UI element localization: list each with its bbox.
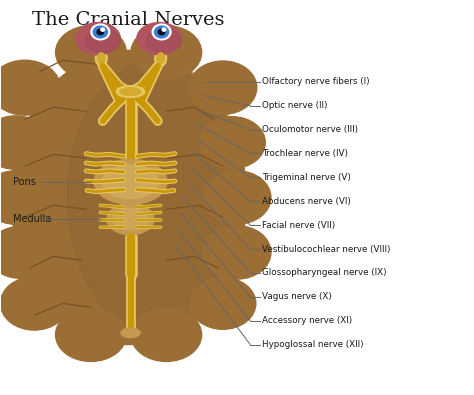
- Ellipse shape: [98, 53, 105, 64]
- Ellipse shape: [0, 171, 49, 224]
- Circle shape: [97, 29, 104, 35]
- Ellipse shape: [203, 171, 271, 224]
- Text: Facial nerve (VII): Facial nerve (VII): [262, 221, 335, 229]
- Ellipse shape: [55, 26, 126, 79]
- Text: Oculomotor nerve (III): Oculomotor nerve (III): [262, 125, 358, 134]
- Text: Hypoglossal nerve (XII): Hypoglossal nerve (XII): [262, 340, 364, 349]
- Ellipse shape: [137, 23, 182, 55]
- Ellipse shape: [203, 226, 271, 279]
- Text: Optic nerve (II): Optic nerve (II): [262, 101, 328, 110]
- Circle shape: [155, 26, 169, 38]
- Text: Abducens nerve (VI): Abducens nerve (VI): [262, 197, 351, 206]
- Ellipse shape: [120, 88, 141, 96]
- Ellipse shape: [117, 86, 145, 98]
- Ellipse shape: [67, 60, 246, 335]
- Ellipse shape: [199, 117, 265, 169]
- Circle shape: [162, 28, 166, 31]
- Ellipse shape: [155, 51, 166, 66]
- Circle shape: [152, 24, 171, 40]
- Text: Trochlear nerve (IV): Trochlear nerve (IV): [262, 149, 348, 158]
- Ellipse shape: [85, 29, 120, 53]
- Ellipse shape: [131, 308, 201, 361]
- Ellipse shape: [55, 308, 126, 361]
- Ellipse shape: [0, 116, 49, 169]
- Ellipse shape: [157, 53, 164, 64]
- Ellipse shape: [0, 277, 68, 330]
- Ellipse shape: [189, 61, 257, 114]
- Ellipse shape: [76, 23, 120, 55]
- Text: Accessory nerve (XI): Accessory nerve (XI): [262, 316, 352, 325]
- Circle shape: [101, 28, 105, 31]
- Ellipse shape: [146, 29, 182, 53]
- Ellipse shape: [121, 328, 140, 338]
- Circle shape: [93, 26, 108, 38]
- Ellipse shape: [95, 51, 107, 66]
- Text: The Cranial Nerves: The Cranial Nerves: [32, 11, 225, 29]
- Ellipse shape: [0, 60, 60, 115]
- Ellipse shape: [107, 203, 154, 235]
- Circle shape: [91, 24, 110, 40]
- Ellipse shape: [190, 278, 256, 329]
- Circle shape: [158, 29, 165, 35]
- Text: Medulla: Medulla: [13, 214, 52, 224]
- Ellipse shape: [94, 159, 167, 204]
- Ellipse shape: [113, 208, 148, 230]
- Ellipse shape: [131, 26, 201, 79]
- Text: Vestibulocochlear nerve (VIII): Vestibulocochlear nerve (VIII): [262, 245, 391, 254]
- Ellipse shape: [0, 226, 53, 278]
- Text: Glossopharyngeal nerve (IX): Glossopharyngeal nerve (IX): [262, 269, 387, 277]
- Text: Olfactory nerve fibers (I): Olfactory nerve fibers (I): [262, 77, 370, 86]
- Text: Vagus nerve (X): Vagus nerve (X): [262, 292, 332, 301]
- Ellipse shape: [102, 165, 159, 198]
- Text: Pons: Pons: [13, 177, 36, 187]
- Ellipse shape: [11, 51, 246, 344]
- Text: Trigeminal nerve (V): Trigeminal nerve (V): [262, 173, 351, 182]
